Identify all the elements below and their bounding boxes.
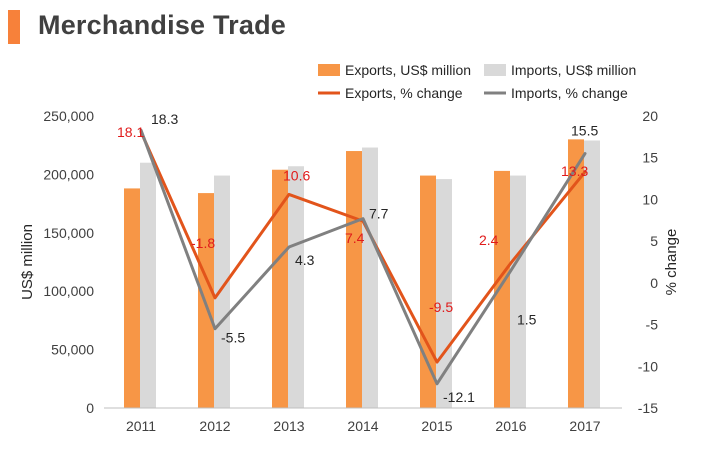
y-right-tick-label: -15 (638, 400, 658, 416)
y-right-tick-label: 0 (650, 275, 658, 291)
y-left-axis-label: US$ million (19, 224, 36, 300)
imports-change-label-2017: 15.5 (571, 123, 598, 139)
x-tick-label: 2011 (126, 418, 156, 434)
page-title: Merchandise Trade (38, 10, 286, 40)
legend-label: Imports, % change (511, 85, 628, 101)
imports-bar-2011 (140, 162, 156, 408)
bar-series-group (124, 139, 600, 409)
exports-change-label-2017: 13.3 (561, 163, 588, 179)
exports-change-label-2014: 7.4 (345, 230, 365, 246)
imports-change-label-2014: 7.7 (369, 206, 389, 222)
y-left-tick-label: 50,000 (51, 342, 94, 358)
imports-bar-2014 (362, 147, 378, 408)
y-right-tick-label: -10 (638, 358, 658, 374)
y-left-tick-label: 0 (86, 400, 94, 416)
legend-swatch (484, 64, 506, 76)
x-tick-label: 2016 (495, 418, 526, 434)
imports-change-line (139, 128, 587, 386)
exports-change-label-2016: 2.4 (479, 232, 499, 248)
y-right-axis-label: % change (663, 229, 680, 296)
exports-bar-2013 (272, 169, 288, 408)
x-tick-label: 2015 (421, 418, 452, 434)
imports-change-label-2012: -5.5 (221, 330, 245, 346)
exports-change-label-2011: 18.1 (117, 124, 144, 140)
legend-label: Exports, % change (345, 85, 463, 101)
legend-label: Imports, US$ million (511, 62, 636, 78)
imports-change-label-2013: 4.3 (295, 252, 315, 268)
x-tick-label: 2014 (347, 418, 378, 434)
title-accent-bar (8, 10, 20, 44)
y-left-tick-label: 150,000 (43, 225, 94, 241)
y-left-tick-label: 250,000 (43, 108, 94, 124)
y-right-tick-label: 15 (642, 150, 658, 166)
imports-bar-2012 (214, 175, 230, 408)
x-tick-label: 2013 (273, 418, 304, 434)
y-right-tick-label: 5 (650, 233, 658, 249)
line-series-group (139, 128, 587, 386)
x-tick-label: 2012 (199, 418, 230, 434)
imports-change-label-2011: 18.3 (151, 111, 178, 127)
exports-bar-2011 (124, 188, 140, 408)
y-left-tick-label: 100,000 (43, 283, 94, 299)
exports-bar-2017 (568, 139, 584, 409)
y-right-tick-label: 10 (642, 191, 658, 207)
y-right-tick-label: 20 (642, 108, 658, 124)
legend-label: Exports, US$ million (345, 62, 471, 78)
axes-group: 0 50,000 100,000 150,000 200,000 250,000 -15 -1… (19, 108, 680, 434)
imports-change-label-2016: 1.5 (517, 311, 537, 327)
y-right-tick-label: -5 (646, 317, 659, 333)
legend: Exports, US$ million Imports, US$ million… (318, 62, 636, 101)
exports-change-label-2013: 10.6 (283, 167, 310, 183)
imports-change-label-2015: -12.1 (443, 389, 475, 405)
exports-change-label-2015: -9.5 (429, 299, 453, 315)
x-tick-label: 2017 (569, 418, 600, 434)
exports-change-label-2012: -1.8 (191, 235, 215, 251)
exports-bar-2014 (346, 151, 362, 409)
exports-bar-2016 (494, 170, 510, 408)
imports-bar-2017 (584, 140, 600, 408)
imports-bar-2016 (510, 175, 526, 408)
legend-swatch (318, 64, 340, 76)
imports-bar-2013 (288, 166, 304, 408)
y-left-tick-label: 200,000 (43, 166, 94, 182)
data-labels-group: 18.1 -1.8 10.6 7.4 -9.5 2.4 13.3 18.3 -5.5 4.3 7.7… (117, 111, 598, 405)
imports-bar-2015 (436, 179, 452, 408)
